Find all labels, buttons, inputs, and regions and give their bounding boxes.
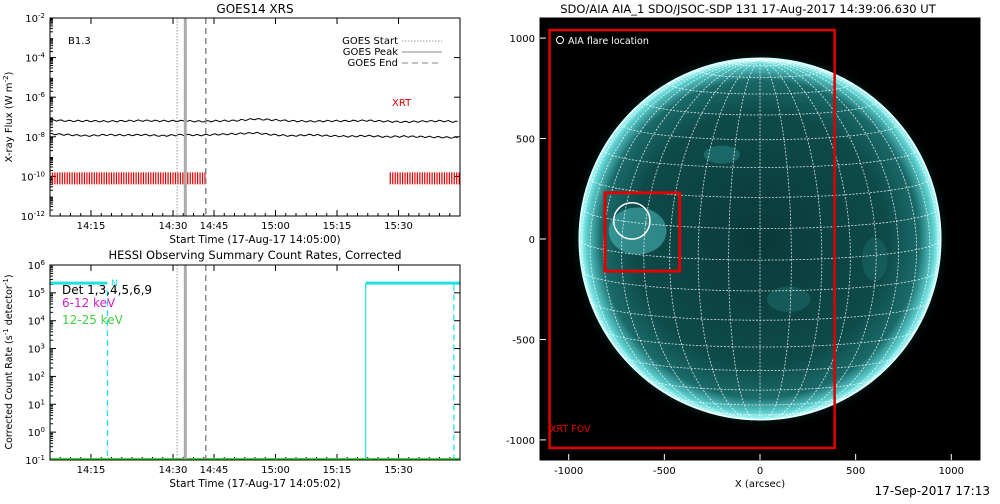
hessi-legend-low: 6-12 keV xyxy=(62,296,116,310)
goes-x-tick-label: 14:30 xyxy=(159,221,188,232)
aia-xlabel: X (arcsec) xyxy=(735,479,785,490)
aia-legend-label: AIA flare location xyxy=(568,36,649,47)
aia-title: SDO/AIA AIA_1 SDO/JSOC-SDP 131 17-Aug-20… xyxy=(560,2,936,16)
aia-x-tick-label: 500 xyxy=(846,466,865,477)
goes-xlabel: Start Time (17-Aug-17 14:05:00) xyxy=(169,234,340,246)
figure-canvas: GOES14 XRS 10-1210-1010-810-610-410-2 14… xyxy=(0,0,1000,500)
aia-x-tick-label: 0 xyxy=(757,466,763,477)
hessi-y-tick-label: 106 xyxy=(28,259,46,272)
hessi-legend: Det 1,3,4,5,6,9 6-12 keV 12-25 keV xyxy=(62,283,152,327)
hessi-y-tick-label: 103 xyxy=(28,343,45,356)
goes-series-group xyxy=(50,119,458,139)
goes-ylabel: X-ray Flux (W m-2) xyxy=(2,71,15,162)
hessi-legend-det: Det 1,3,4,5,6,9 xyxy=(62,283,152,297)
goes-x-tick-label: 14:15 xyxy=(77,221,106,232)
goes-legend: GOES Start GOES Peak GOES End xyxy=(342,36,442,69)
aia-x-tick-label: -500 xyxy=(653,466,676,477)
goes-short-channel-line xyxy=(50,132,458,138)
hessi-panel: HESSI Observing Summary Count Rates, Cor… xyxy=(2,248,460,490)
aia-x-tick-label: -1000 xyxy=(554,466,583,477)
goes-x-tick-label: 15:15 xyxy=(323,221,352,232)
hessi-event-markers xyxy=(177,265,206,460)
goes-x-tick-label: 14:45 xyxy=(200,221,229,232)
hessi-y-tick-label: 105 xyxy=(28,287,45,300)
aia-y-tick-label: -1000 xyxy=(506,436,535,447)
goes-y-tick-label: 10-10 xyxy=(21,170,45,183)
aia-panel: SDO/AIA AIA_1 SDO/JSOC-SDP 131 17-Aug-20… xyxy=(506,2,990,498)
aia-y-tick-label: 0 xyxy=(529,235,535,246)
goes-y-tick-label: 10-12 xyxy=(21,210,45,223)
hessi-x-tick-label: 15:15 xyxy=(323,465,352,476)
goes-plot-frame xyxy=(50,18,460,216)
hessi-y-tick-label: 10-1 xyxy=(25,454,45,467)
aia-fov-label: XRT FOV xyxy=(550,424,591,435)
goes-legend-peak: GOES Peak xyxy=(343,47,398,58)
goes-x-ticks: 14:15 14:30 14:45 15:00 15:15 15:30 xyxy=(50,18,460,232)
hessi-x-tick-label: 14:45 xyxy=(200,465,229,476)
hessi-y-tick-label: 100 xyxy=(28,426,45,439)
goes-y-tick-label: 10-6 xyxy=(25,91,45,104)
hessi-ylabel: Corrected Count Rate (s-1 detector-1) xyxy=(2,274,15,449)
goes-y-tick-label: 10-4 xyxy=(25,52,45,65)
goes-xrt-coverage xyxy=(50,172,459,184)
aia-bright-patch xyxy=(862,237,887,280)
goes-x-tick-label: 15:30 xyxy=(384,221,413,232)
hessi-x-tick-label: 15:00 xyxy=(261,465,290,476)
goes-legend-end: GOES End xyxy=(348,58,398,69)
hessi-legend-high: 12-25 keV xyxy=(62,313,124,327)
hessi-title: HESSI Observing Summary Count Rates, Cor… xyxy=(108,248,401,262)
goes-long-channel-line xyxy=(50,119,458,123)
figure: GOES14 XRS 10-12 10-10 10-8 10-6 10-4 10-2 14… xyxy=(0,0,1000,500)
goes-y-tick-label: 10-2 xyxy=(25,12,45,25)
goes-panel: GOES14 XRS 10-12 10-10 10-8 10-6 10-4 10-2 14… xyxy=(2,2,460,246)
hessi-y-tick-label: 104 xyxy=(28,315,46,328)
goes-event-markers xyxy=(177,18,206,216)
aia-x-tick-label: 1000 xyxy=(939,466,964,477)
goes-xrt-label: XRT xyxy=(392,98,412,109)
goes-y-tick-label: 10-8 xyxy=(25,131,45,144)
hessi-x-tick-label: 15:30 xyxy=(384,465,413,476)
hessi-xlabel: Start Time (17-Aug-17 14:05:02) xyxy=(169,478,340,490)
hessi-x-tick-label: 14:30 xyxy=(159,465,188,476)
goes-annotation: B1.3 xyxy=(68,36,91,47)
aia-y-tick-label: 1000 xyxy=(510,34,535,45)
aia-y-tick-label: -500 xyxy=(512,335,535,346)
goes-legend-start: GOES Start xyxy=(342,36,398,47)
aia-legend: AIA flare location xyxy=(557,36,649,47)
hessi-y-tick-label: 101 xyxy=(28,398,45,411)
hessi-y-tick-label: 102 xyxy=(28,370,45,383)
goes-x-tick-label: 15:00 xyxy=(261,221,290,232)
figure-footer: 17-Sep-2017 17:13 xyxy=(875,484,990,498)
aia-y-tick-label: 500 xyxy=(516,135,535,146)
goes-title: GOES14 XRS xyxy=(216,2,293,16)
hessi-flag-label: N xyxy=(111,279,118,289)
hessi-x-tick-label: 14:15 xyxy=(77,465,106,476)
